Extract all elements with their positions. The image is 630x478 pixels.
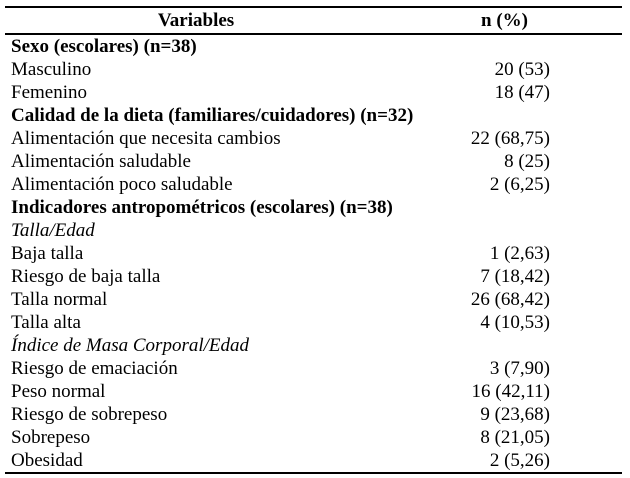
table-row: Sobrepeso 8 (21,05) [5, 426, 622, 449]
row-value [387, 34, 622, 58]
row-value: 18 (47) [494, 82, 550, 103]
table-row-section-sexo: Sexo (escolares) (n=38) [5, 34, 622, 58]
table-row: Riesgo de sobrepeso 9 (23,68) [5, 403, 622, 426]
table-row: Talla normal 26 (68,42) [5, 288, 622, 311]
table-row-section-calidad-dieta: Calidad de la dieta (familiares/cuidador… [5, 104, 622, 127]
row-label: Masculino [11, 59, 92, 80]
row-value: 26 (68,42) [470, 289, 550, 310]
row-value [387, 219, 622, 242]
row-label: Sexo (escolares) (n=38) [11, 36, 197, 57]
row-value: 2 (5,26) [489, 450, 550, 471]
row-label: Talla alta [11, 312, 81, 333]
row-label: Riesgo de baja talla [11, 266, 161, 287]
row-value: 8 (21,05) [480, 427, 550, 448]
table-row: Alimentación saludable 8 (25) [5, 150, 622, 173]
row-label: Alimentación que necesita cambios [11, 128, 281, 149]
row-value: 9 (23,68) [480, 404, 550, 425]
table-row: Baja talla 1 (2,63) [5, 242, 622, 265]
table-row: Obesidad 2 (5,26) [5, 449, 622, 473]
paper-table-page: Variables n (%) Sexo (escolares) (n=38) … [0, 6, 630, 478]
table-row: Riesgo de baja talla 7 (18,42) [5, 265, 622, 288]
row-label: Peso normal [11, 381, 106, 402]
table-header: Variables n (%) [5, 7, 622, 34]
row-label: Sobrepeso [11, 427, 91, 448]
table-row: Riesgo de emaciación 3 (7,90) [5, 357, 622, 380]
row-label: Talla/Edad [11, 220, 95, 241]
row-label: Riesgo de sobrepeso [11, 404, 168, 425]
header-row: Variables n (%) [5, 7, 622, 34]
row-label: Calidad de la dieta (familiares/cuidador… [11, 105, 414, 126]
column-header-variables: Variables [157, 10, 235, 31]
row-value: 4 (10,53) [480, 312, 550, 333]
row-value: 22 (68,75) [470, 128, 550, 149]
row-value [387, 104, 622, 127]
table-row: Peso normal 16 (42,11) [5, 380, 622, 403]
row-value: 8 (25) [504, 151, 550, 172]
row-value: 20 (53) [494, 59, 550, 80]
row-label: Alimentación saludable [11, 151, 191, 172]
row-label: Obesidad [11, 450, 83, 471]
table-row: Alimentación poco saludable 2 (6,25) [5, 173, 622, 196]
table-row-subsection-imc-edad: Índice de Masa Corporal/Edad [5, 334, 622, 357]
row-label: Alimentación poco saludable [11, 174, 233, 195]
row-value [387, 196, 622, 219]
row-label: Índice de Masa Corporal/Edad [11, 335, 250, 356]
row-label: Indicadores antropométricos (escolares) … [11, 197, 393, 218]
row-value: 2 (6,25) [489, 174, 550, 195]
statistics-table: Variables n (%) Sexo (escolares) (n=38) … [5, 6, 622, 474]
table-row: Alimentación que necesita cambios 22 (68… [5, 127, 622, 150]
table-row: Femenino 18 (47) [5, 81, 622, 104]
table-row-section-indicadores: Indicadores antropométricos (escolares) … [5, 196, 622, 219]
table-row: Masculino 20 (53) [5, 58, 622, 81]
row-value [387, 334, 622, 357]
row-value: 1 (2,63) [489, 243, 550, 264]
table-row: Talla alta 4 (10,53) [5, 311, 622, 334]
table-body: Sexo (escolares) (n=38) Masculino 20 (53… [5, 34, 622, 473]
row-label: Baja talla [11, 243, 84, 264]
row-value: 3 (7,90) [489, 358, 550, 379]
table-row-subsection-talla-edad: Talla/Edad [5, 219, 622, 242]
row-value: 16 (42,11) [471, 381, 550, 402]
row-label: Talla normal [11, 289, 108, 310]
row-label: Femenino [11, 82, 87, 103]
row-value: 7 (18,42) [480, 266, 550, 287]
column-header-n-pct: n (%) [481, 10, 528, 31]
row-label: Riesgo de emaciación [11, 358, 178, 379]
